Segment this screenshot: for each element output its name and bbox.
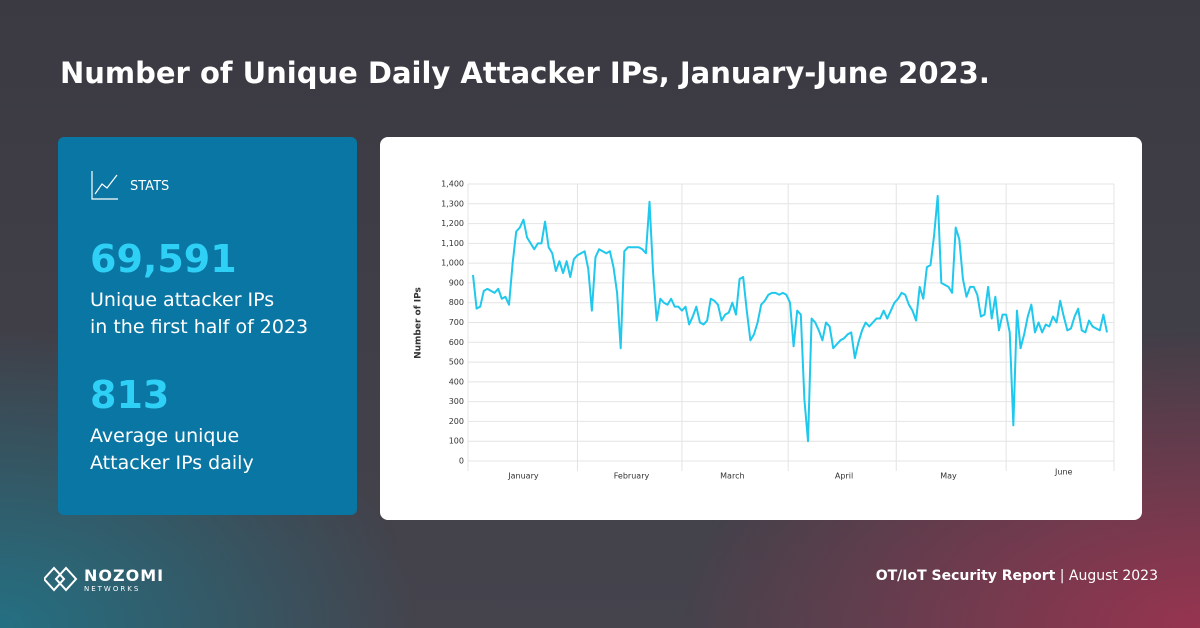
y-tick-label: 700 [449, 318, 464, 327]
y-tick-label: 800 [449, 298, 464, 307]
y-tick-label: 1,200 [441, 219, 464, 228]
x-tick-label: March [720, 472, 744, 481]
y-axis-label: Number of IPs [414, 287, 424, 359]
stat-description-line: in the first half of 2023 [90, 316, 309, 338]
logo-mark [44, 566, 78, 592]
stat-description: Average unique Attacker IPs daily [90, 423, 254, 477]
stat-description-line: Attacker IPs daily [90, 452, 254, 474]
y-tick-label: 0 [459, 457, 464, 466]
x-tick-label: January [507, 472, 539, 481]
logo-name: NOZOMI [84, 566, 165, 585]
x-tick-label: February [614, 472, 650, 481]
stats-icon [91, 171, 118, 200]
stats-label: STATS [130, 179, 170, 194]
footer: OT/IoT Security Report | August 2023 [875, 568, 1158, 584]
stats-card: STATS 69,591 Unique attacker IPs in the … [58, 137, 357, 515]
report-name: OT/IoT Security Report [875, 568, 1056, 584]
stat-description: Unique attacker IPs in the first half of… [90, 287, 308, 341]
logo-sub: NETWORKS [84, 585, 141, 593]
stat-description-line: Unique attacker IPs [90, 289, 275, 311]
y-tick-label: 900 [449, 278, 464, 287]
chart: Number of IPs 0 100 200 300 400 500 600 700 800 9… [414, 180, 1115, 481]
stat-description-line: Average unique [90, 425, 240, 447]
report-date: August 2023 [1068, 568, 1158, 584]
y-tick-label: 500 [449, 358, 464, 367]
y-tick-label: 100 [449, 437, 464, 446]
stat-value: 69,591 [90, 237, 237, 281]
y-tick-label: 300 [449, 397, 464, 406]
y-tick-label: 1,300 [441, 199, 464, 208]
x-tick-label: May [940, 472, 957, 481]
y-tick-label: 600 [449, 338, 464, 347]
stat-value: 813 [90, 373, 170, 417]
page-title: Number of Unique Daily Attacker IPs, Jan… [60, 56, 990, 90]
y-tick-label: 1,100 [441, 239, 464, 248]
data-line [472, 194, 1108, 443]
x-tick-label: April [835, 472, 853, 481]
chart-card: Number of IPs 0 100 200 300 400 500 600 700 800 9… [380, 137, 1142, 520]
y-tick-label: 200 [449, 417, 464, 426]
y-tick-label: 1,400 [441, 180, 464, 189]
logo: NOZOMI NETWORKS [84, 566, 164, 593]
y-tick-label: 1,000 [441, 259, 464, 268]
x-tick-label: June [1054, 468, 1073, 477]
y-tick-label: 400 [449, 377, 464, 386]
